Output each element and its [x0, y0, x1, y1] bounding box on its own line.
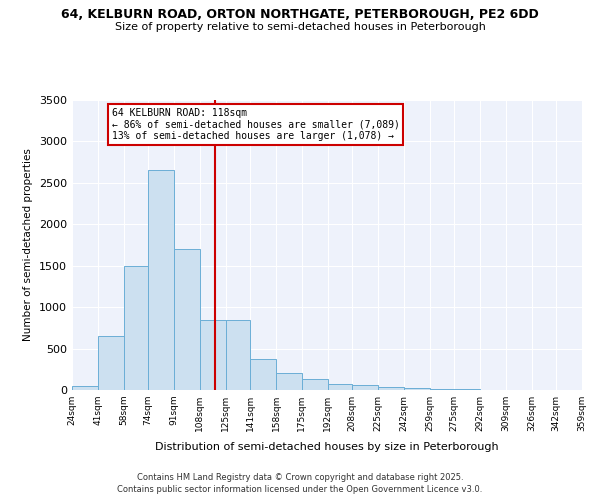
Text: 64 KELBURN ROAD: 118sqm
← 86% of semi-detached houses are smaller (7,089)
13% of: 64 KELBURN ROAD: 118sqm ← 86% of semi-de…: [112, 108, 400, 142]
Bar: [98, 336, 124, 390]
Text: 64, KELBURN ROAD, ORTON NORTHGATE, PETERBOROUGH, PE2 6DD: 64, KELBURN ROAD, ORTON NORTHGATE, PETER…: [61, 8, 539, 20]
Text: Distribution of semi-detached houses by size in Peterborough: Distribution of semi-detached houses by …: [155, 442, 499, 452]
Text: Contains HM Land Registry data © Crown copyright and database right 2025.: Contains HM Land Registry data © Crown c…: [137, 472, 463, 482]
Text: Size of property relative to semi-detached houses in Peterborough: Size of property relative to semi-detach…: [115, 22, 485, 32]
Bar: [250, 359, 276, 390]
Bar: [72, 386, 98, 390]
Bar: [302, 379, 328, 390]
Bar: [174, 249, 200, 390]
Bar: [430, 389, 454, 390]
Bar: [226, 320, 250, 390]
Y-axis label: Number of semi-detached properties: Number of semi-detached properties: [23, 148, 34, 342]
Bar: [276, 374, 302, 390]
Bar: [352, 386, 378, 390]
Bar: [378, 386, 404, 390]
Text: Contains public sector information licensed under the Open Government Licence v3: Contains public sector information licen…: [118, 485, 482, 494]
Bar: [328, 384, 352, 390]
Bar: [124, 266, 148, 390]
Bar: [148, 170, 174, 390]
Bar: [404, 388, 430, 390]
Bar: [200, 320, 226, 390]
